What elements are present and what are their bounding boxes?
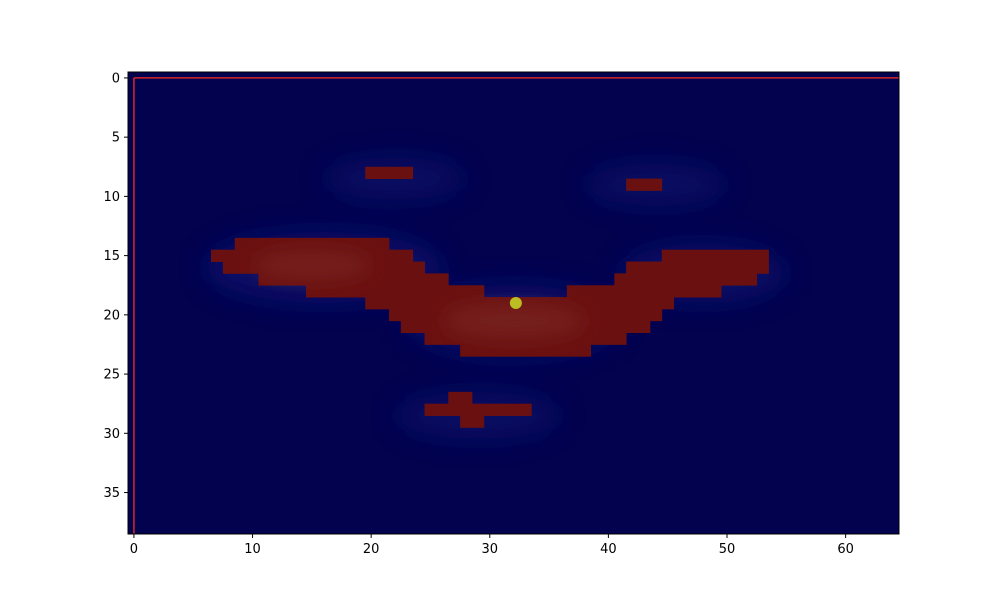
y-tick-label: 25 — [103, 368, 120, 383]
y-tick-label: 5 — [112, 131, 120, 146]
highlight-layer — [252, 250, 585, 339]
heatmap-cell-run — [460, 344, 591, 357]
heatmap-cell-run — [614, 273, 758, 286]
heatmap-cell-run — [626, 178, 663, 191]
y-tick-label: 20 — [103, 308, 120, 323]
x-tick-label: 20 — [363, 542, 380, 557]
point-layer — [509, 297, 522, 309]
heatmap-cell-run — [566, 285, 722, 298]
heatmap-cell-run — [424, 403, 532, 416]
x-tick-label: 50 — [719, 542, 736, 557]
highlight-blob — [442, 303, 585, 339]
heatmap-cell-run — [460, 415, 485, 428]
heatmap-cell-run — [448, 391, 473, 405]
x-tick-label: 60 — [837, 542, 854, 557]
y-tick-label: 0 — [112, 71, 120, 86]
heatmap-cell-run — [234, 237, 390, 251]
y-tick-label: 30 — [103, 427, 120, 442]
x-tick-label: 0 — [130, 542, 138, 557]
x-tick-label: 30 — [482, 542, 499, 557]
y-tick-label: 35 — [103, 486, 120, 501]
heatmap-cell-run — [661, 249, 769, 262]
highlight-blob — [252, 250, 372, 280]
heatmap-cell-run — [365, 166, 414, 180]
border-line-layer — [133, 77, 899, 534]
x-tick-label: 10 — [244, 542, 261, 557]
heatmap-cell-run — [305, 285, 485, 298]
x-tick-label: 40 — [600, 542, 617, 557]
axes: 0 10 20 30 40 50 60 0 5 10 15 20 25 30 35 — [103, 71, 900, 557]
y-tick-label: 15 — [103, 249, 120, 264]
heatmap-cell-run — [626, 261, 769, 274]
marker-point — [509, 297, 522, 309]
axes-frame — [127, 71, 900, 535]
y-tick-label: 10 — [103, 190, 120, 205]
